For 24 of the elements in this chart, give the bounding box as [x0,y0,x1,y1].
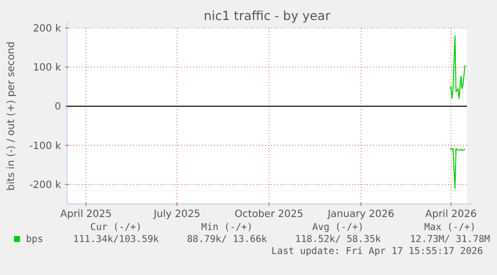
chart-title: nic1 traffic - by year [204,8,332,23]
text: 118.52k/ 58.35k [295,234,382,245]
y-tick-label: -200 k [29,180,62,191]
y-axis-title: bits in (-) / out (+) per second [6,41,17,191]
x-tick-label: July 2025 [152,209,200,220]
text: Cur (-/+) [90,222,142,233]
line-series [450,148,466,189]
text: Max (-/+) [424,222,476,233]
text: 111.34k/103.59k [73,234,160,245]
legend-label: bps [26,234,44,245]
y-tick-label: -100 k [29,140,62,152]
text: 88.79k/ 13.66k [186,234,268,245]
x-tick-label: April 2025 [60,209,112,220]
y-tick-label: 200 k [32,24,62,34]
text: Min (-/+) [201,222,253,233]
x-tick-label: April 2026 [425,209,477,220]
line-series [450,35,466,99]
text: Avg (-/+) [312,222,364,233]
x-tick-label: January 2026 [326,209,394,220]
x-tick-label: October 2025 [234,209,304,220]
y-tick-label: 0 [54,102,61,113]
text: Last update: Fri Apr 17 15:55:17 2026 [271,246,484,257]
y-tick-label: 100 k [32,62,62,74]
text: 12.73M/ 31.78M [410,234,490,245]
